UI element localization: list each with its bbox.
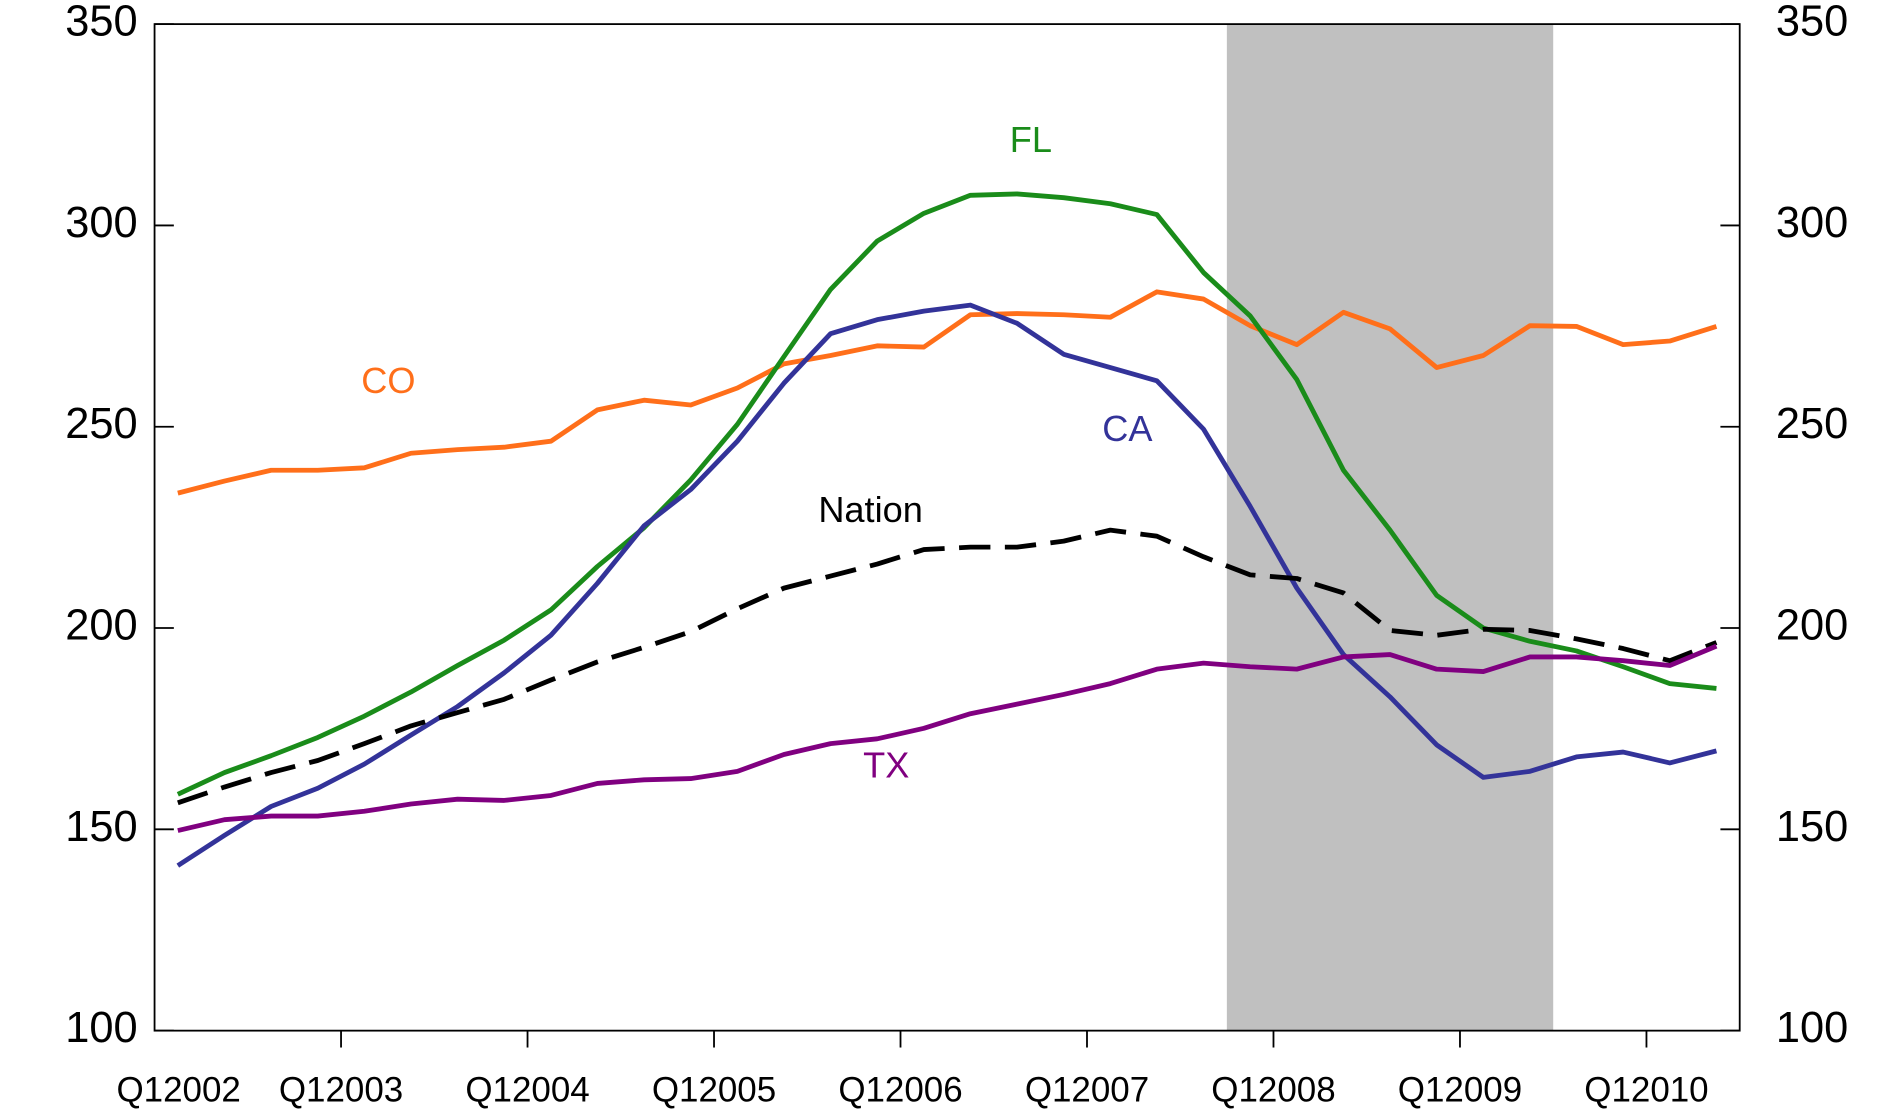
- y2-tick-label: 250: [1776, 400, 1848, 448]
- x-tick-label: Q12007: [1025, 1070, 1149, 1109]
- series-label: TX: [863, 744, 909, 785]
- x-tick-label: Q12006: [838, 1070, 962, 1109]
- y-tick-label: 200: [65, 602, 137, 650]
- y-tick-label: 150: [65, 803, 137, 851]
- y2-tick-label: 300: [1776, 199, 1848, 247]
- x-tick-label: Q12004: [465, 1070, 589, 1109]
- y2-tick-label: 100: [1776, 1004, 1848, 1052]
- x-tick-label: Q12002: [116, 1070, 240, 1109]
- series-label: Nation: [818, 489, 923, 530]
- series-label: CA: [1102, 408, 1153, 449]
- series-line: [176, 191, 1717, 797]
- x-tick-label: Q12008: [1211, 1070, 1335, 1109]
- y2-tick-label: 350: [1776, 0, 1848, 46]
- x-tick-label: Q12010: [1584, 1070, 1708, 1109]
- series-line: [177, 643, 1718, 833]
- series-label: CO: [361, 360, 415, 401]
- series-label: FL: [1010, 119, 1052, 160]
- y2-tick-label: 150: [1776, 803, 1848, 851]
- y-tick-label: 350: [65, 0, 137, 46]
- x-tick-label: Q12003: [279, 1070, 403, 1109]
- plot-frame: [153, 23, 1741, 1032]
- series-line: [177, 527, 1718, 806]
- series-line: [176, 302, 1718, 868]
- y2-tick-label: 200: [1776, 602, 1848, 650]
- y-tick-label: 250: [65, 400, 137, 448]
- y-tick-label: 100: [65, 1004, 137, 1052]
- y-tick-label: 300: [65, 199, 137, 247]
- x-tick-label: Q12009: [1398, 1070, 1522, 1109]
- series-line: [177, 289, 1718, 496]
- x-tick-label: Q12005: [652, 1070, 776, 1109]
